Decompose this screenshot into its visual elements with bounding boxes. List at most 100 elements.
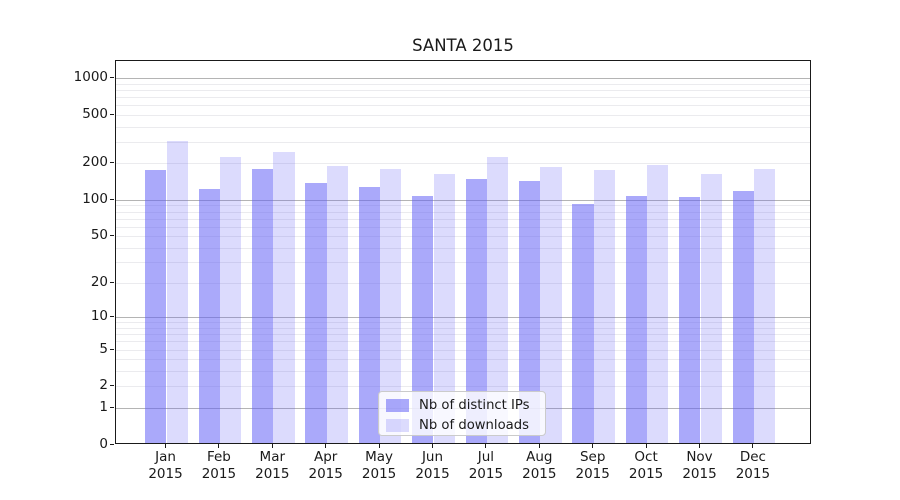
bar-nb-of-distinct-ips-feb (198, 188, 220, 443)
x-tick-label-dec: Dec 2015 (717, 449, 789, 482)
y-tick-label-1: 1 (99, 398, 108, 415)
y-tick-label-20: 20 (90, 274, 108, 291)
gridline-minor-900 (116, 83, 810, 85)
x-tick-month-aug: Aug (526, 449, 553, 465)
x-tick-year-may: 2015 (361, 465, 397, 482)
bar-nb-of-downloads-dec (753, 168, 776, 443)
x-tick-dec (752, 444, 754, 448)
x-tick-year-jul: 2015 (468, 465, 504, 482)
gridline-minor-9 (116, 322, 810, 324)
gridline-minor-70 (116, 218, 810, 220)
legend-label-downloads: Nb of downloads (419, 418, 529, 433)
legend-label-distinct-ips: Nb of distinct IPs (419, 398, 530, 413)
bar-nb-of-distinct-ips-oct (625, 195, 648, 443)
gridline-minor-200 (116, 163, 810, 165)
bar-nb-of-downloads-sep (593, 170, 615, 443)
x-tick-month-feb: Feb (206, 449, 231, 465)
bar-nb-of-downloads-feb (219, 156, 242, 443)
gridline-minor-80 (116, 211, 810, 213)
bar-nb-of-distinct-ips-jan (145, 170, 167, 443)
y-tick-0 (110, 443, 114, 445)
x-tick-month-jul: Jul (477, 449, 495, 465)
bar-nb-of-distinct-ips-aug (519, 180, 541, 443)
gridline-minor-5 (116, 349, 810, 351)
y-tick-label-1000: 1000 (73, 69, 108, 86)
gridline-minor-30 (116, 262, 810, 264)
plot-area (115, 60, 811, 444)
gridline-minor-60 (116, 226, 810, 228)
bar-nb-of-distinct-ips-jul (465, 178, 487, 443)
gridline-minor-50 (116, 236, 810, 238)
gridline-minor-90 (116, 205, 810, 207)
gridline-minor-2 (116, 386, 810, 388)
x-tick-sep (592, 444, 594, 448)
gridline-minor-600 (116, 105, 810, 107)
gridline-minor-40 (116, 247, 810, 249)
x-tick-year-apr: 2015 (308, 465, 343, 482)
y-tick-label-200: 200 (82, 154, 108, 171)
y-tick-label-100: 100 (82, 190, 108, 207)
x-tick-label-nov: Nov 2015 (664, 449, 736, 482)
x-tick-year-dec: 2015 (735, 465, 771, 482)
gridline-major-1000 (116, 78, 810, 80)
x-tick-year-jun: 2015 (415, 465, 450, 482)
legend-item-distinct-ips: Nb of distinct IPs (386, 397, 545, 414)
y-tick-20 (110, 282, 114, 284)
bar-nb-of-distinct-ips-mar (252, 168, 274, 443)
gridline-major-10 (116, 317, 810, 319)
x-tick-jul (485, 444, 487, 448)
x-tick-may (378, 444, 380, 448)
bar-nb-of-distinct-ips-jun (412, 195, 434, 443)
gridline-minor-3 (116, 371, 810, 373)
gridline-major-100 (116, 199, 810, 201)
gridline-minor-700 (116, 97, 810, 99)
y-tick-10 (110, 316, 114, 318)
y-tick-1 (110, 406, 114, 408)
bar-nb-of-distinct-ips-nov (679, 197, 701, 443)
x-tick-label-jul: Jul 2015 (450, 449, 522, 482)
bar-nb-of-distinct-ips-may (358, 186, 381, 443)
x-tick-year-oct: 2015 (628, 465, 664, 482)
bar-nb-of-downloads-nov (700, 173, 722, 443)
gridline-minor-7 (116, 334, 810, 336)
y-tick-50 (110, 235, 114, 237)
x-tick-month-mar: Mar (259, 449, 286, 465)
x-tick-year-aug: 2015 (522, 465, 557, 482)
y-tick-1000 (110, 77, 114, 79)
y-tick-2 (110, 385, 114, 387)
x-tick-label-may: May 2015 (343, 449, 415, 482)
chart-title: SANTA 2015 (412, 36, 514, 55)
bar-nb-of-downloads-mar (273, 152, 295, 443)
y-tick-label-2: 2 (99, 377, 108, 394)
y-tick-label-10: 10 (90, 308, 108, 325)
gridline-minor-500 (116, 115, 810, 116)
x-tick-label-jan: Jan 2015 (130, 449, 202, 482)
y-tick-100 (110, 198, 114, 200)
x-tick-label-mar: Mar 2015 (236, 449, 308, 482)
y-tick-200 (110, 162, 114, 164)
y-tick-label-50: 50 (90, 227, 108, 244)
x-tick-month-dec: Dec (739, 449, 766, 465)
x-tick-label-sep: Sep 2015 (557, 449, 629, 482)
x-tick-year-sep: 2015 (575, 465, 610, 482)
x-tick-oct (645, 444, 647, 448)
bar-nb-of-downloads-aug (540, 167, 562, 443)
bar-nb-of-downloads-oct (647, 164, 669, 443)
y-tick-500 (110, 114, 114, 115)
x-tick-year-feb: 2015 (201, 465, 237, 482)
x-tick-label-feb: Feb 2015 (183, 449, 255, 482)
legend: Nb of distinct IPs Nb of downloads (378, 391, 546, 436)
bar-nb-of-downloads-jan (166, 140, 188, 443)
x-tick-aug (538, 444, 540, 448)
bar-nb-of-distinct-ips-dec (732, 191, 754, 443)
y-tick-5 (110, 348, 114, 350)
x-tick-month-may: May (365, 449, 394, 465)
x-tick-apr (325, 444, 327, 448)
x-tick-month-sep: Sep (579, 449, 606, 465)
x-tick-mar (271, 444, 273, 448)
x-tick-month-nov: Nov (686, 449, 713, 465)
bar-nb-of-downloads-jul (486, 156, 509, 443)
x-tick-label-apr: Apr 2015 (290, 449, 362, 482)
x-tick-month-jan: Jan (155, 449, 176, 465)
